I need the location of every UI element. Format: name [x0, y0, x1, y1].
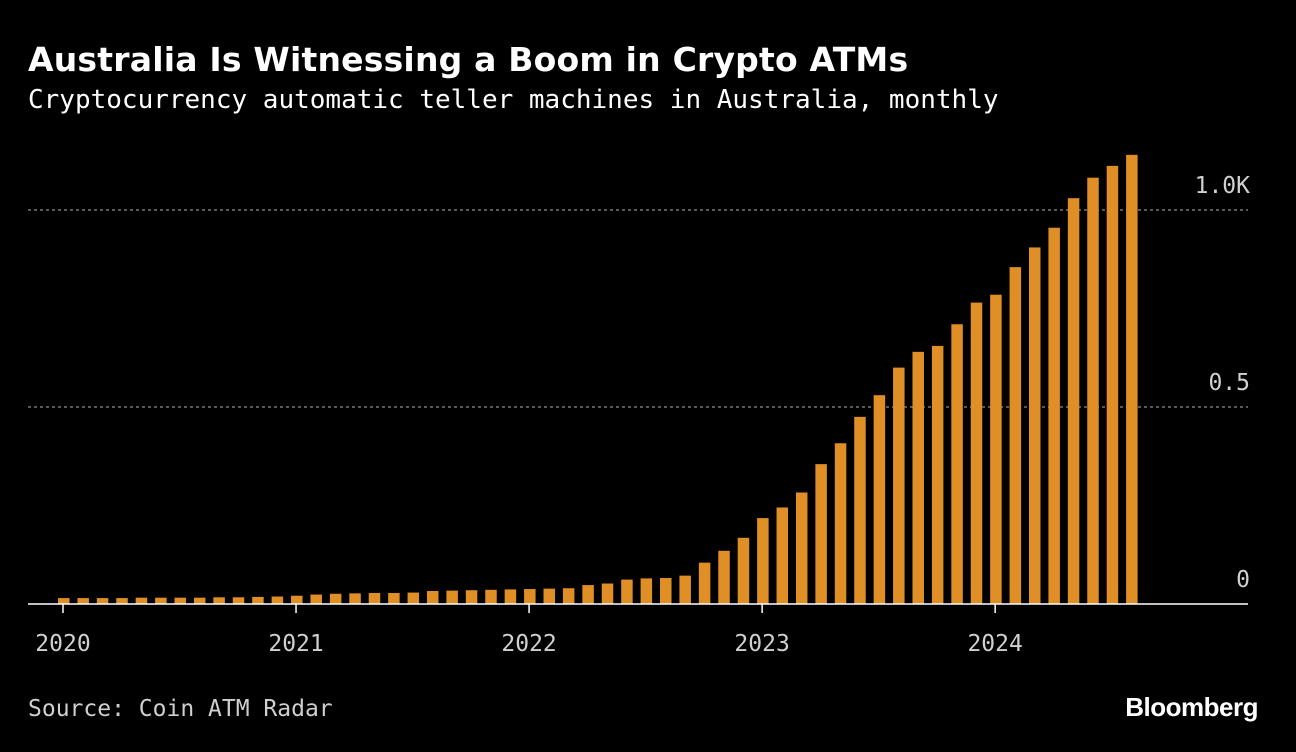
bar: [795, 492, 808, 604]
bar: [368, 592, 381, 604]
bar: [213, 597, 225, 604]
bar: [465, 590, 478, 604]
y-tick-label: 0.5: [1208, 370, 1250, 396]
bar: [155, 597, 167, 604]
x-tick-label: 2024: [967, 631, 1022, 657]
bar: [757, 518, 769, 604]
bar: [562, 588, 575, 604]
bar: [291, 595, 303, 604]
bar: [621, 579, 633, 604]
bar: [96, 598, 109, 604]
bar: [912, 351, 924, 604]
bar: [193, 597, 206, 604]
bar: [873, 395, 886, 604]
bar: [485, 589, 497, 604]
bar: [407, 592, 420, 604]
bar: [1106, 165, 1119, 604]
bar: [1067, 198, 1080, 604]
bar: [893, 367, 905, 604]
bar: [174, 597, 187, 604]
bar: [1029, 247, 1041, 604]
bar: [698, 562, 711, 604]
y-tick-label: 1.0K: [1195, 173, 1251, 199]
source-note: Source: Coin ATM Radar: [28, 696, 333, 722]
bar: [776, 507, 789, 604]
bar: [135, 597, 148, 604]
bar: [349, 593, 361, 604]
bar: [543, 588, 555, 604]
bar: [329, 593, 342, 604]
bar: [718, 550, 730, 604]
bar: [58, 598, 70, 604]
bar: [582, 585, 594, 604]
bars: [58, 154, 1138, 605]
bar: [931, 345, 944, 604]
bar: [116, 598, 128, 604]
bar: [679, 575, 691, 604]
bar: [232, 597, 245, 604]
x-tick-label: 2020: [35, 631, 90, 657]
bar: [77, 598, 89, 604]
bar: [737, 537, 750, 604]
chart-title: Australia Is Witnessing a Boom in Crypto…: [28, 40, 909, 79]
bar: [310, 594, 322, 604]
bar: [1048, 227, 1060, 605]
bar: [1126, 154, 1138, 604]
bar: [1009, 267, 1022, 604]
x-tick-label: 2023: [734, 631, 789, 657]
gridlines: [28, 209, 1248, 408]
bar: [990, 294, 1002, 604]
y-tick-label: 0: [1236, 567, 1250, 593]
bar: [426, 590, 439, 604]
x-tick-label: 2022: [501, 631, 556, 657]
bloomberg-logo: Bloomberg: [1125, 692, 1258, 722]
bar: [815, 464, 827, 604]
bar: [1087, 177, 1099, 604]
bar: [660, 577, 672, 604]
y-axis-labels: 0 0.5 1.0K: [1195, 173, 1251, 593]
bar: [252, 596, 264, 604]
bar: [640, 578, 653, 604]
bar: [854, 416, 866, 604]
bar: [524, 589, 536, 604]
bar: [951, 324, 963, 604]
bar: [446, 590, 458, 604]
bar: [601, 583, 614, 604]
bar: [834, 443, 847, 604]
chart-subtitle: Cryptocurrency automatic teller machines…: [28, 85, 999, 115]
bar: [970, 302, 983, 604]
bar: [271, 596, 284, 604]
bar: [388, 592, 400, 604]
x-tick-label: 2021: [268, 631, 323, 657]
bar: [504, 589, 517, 604]
x-axis: 2020 2021 2022 2023 2024: [28, 603, 1248, 657]
